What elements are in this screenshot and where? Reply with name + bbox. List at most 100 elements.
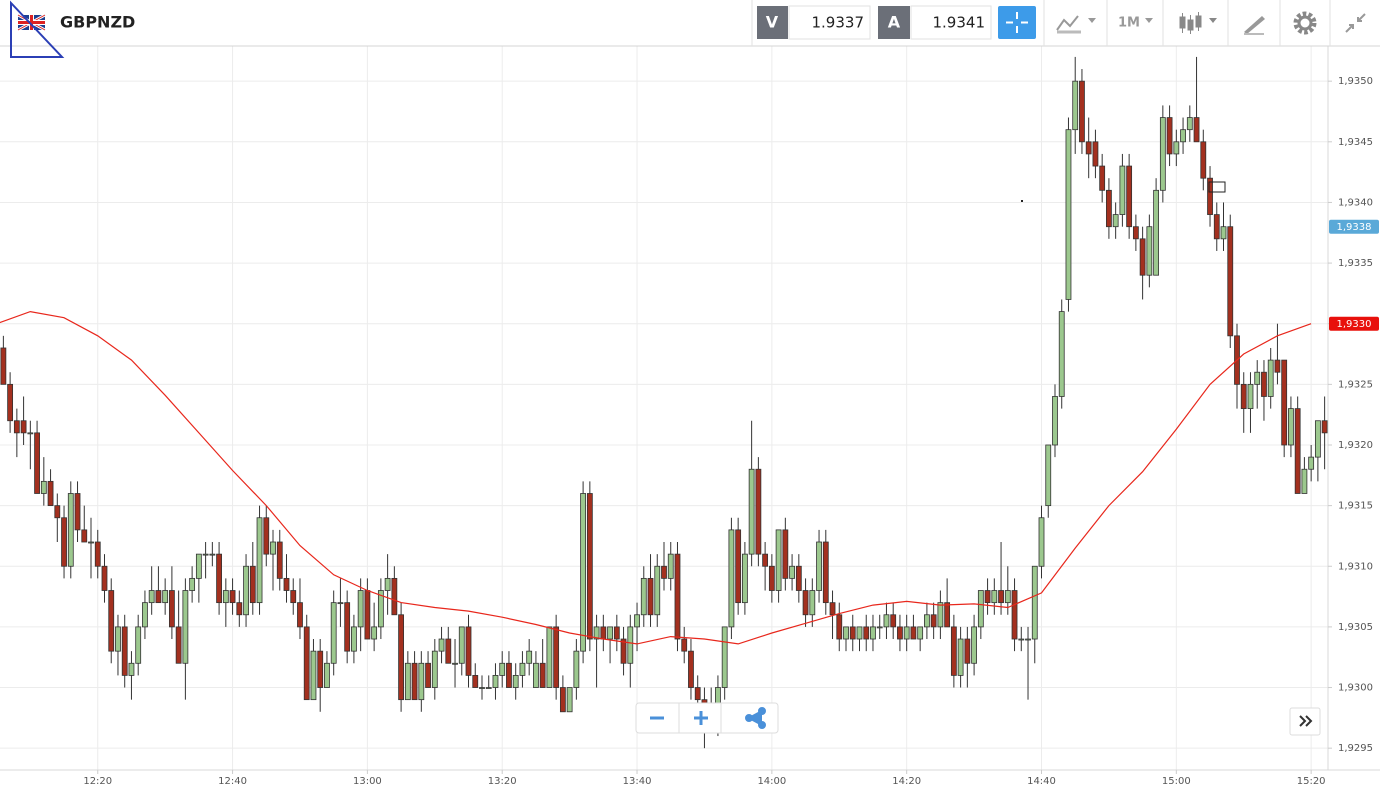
indicator-button[interactable]: [1056, 15, 1096, 34]
candle-body-down: [964, 638, 971, 664]
candle-body-up: [991, 590, 998, 604]
candle-body-up: [202, 553, 209, 556]
candle-body-up: [809, 590, 816, 616]
candle-body-down: [1240, 383, 1247, 410]
candle-body-up: [256, 517, 263, 604]
crosshair-button[interactable]: [998, 6, 1036, 39]
zoom-in-button[interactable]: [694, 711, 708, 725]
candle-body-up: [492, 675, 499, 688]
candle-body-down: [822, 541, 829, 604]
draw-button[interactable]: [1244, 16, 1265, 35]
y-tick-label: 1,9320: [1338, 440, 1373, 451]
candle-body-down: [175, 626, 182, 664]
price-tag: [1329, 219, 1379, 234]
candle-body-up: [789, 565, 795, 579]
candle-body-up: [40, 480, 47, 494]
candle-body-down: [930, 614, 937, 628]
candle-body-down: [681, 638, 688, 652]
x-tick-label: 14:40: [1027, 776, 1056, 787]
candle-body-down: [1200, 141, 1207, 179]
candle-body-down: [398, 614, 404, 701]
flag-icon: [17, 13, 46, 32]
candle-body-up: [593, 626, 600, 640]
candle-body-down: [0, 347, 7, 385]
candle-body-down: [755, 468, 762, 555]
candle-body-down: [168, 590, 175, 628]
candle-body-down: [620, 638, 627, 664]
candle-body-up: [728, 529, 735, 628]
y-tick-label: 1,9350: [1338, 76, 1373, 87]
x-tick-label: 15:20: [1297, 776, 1326, 787]
candle-body-up: [977, 590, 984, 628]
candle-body-down: [391, 577, 398, 616]
candle-body-up: [903, 626, 910, 640]
candle-body-down: [688, 650, 694, 688]
candle-body-down: [445, 638, 452, 664]
buy-price: 1.9341: [933, 14, 986, 32]
candle-body-up: [270, 541, 276, 555]
candle-body-up: [607, 626, 613, 640]
buy-button[interactable]: [878, 6, 910, 39]
candle-body-up: [876, 626, 883, 629]
candle-body-up: [324, 662, 330, 688]
candle-body-down: [910, 626, 917, 640]
candle-body-down: [795, 565, 802, 591]
candle-body-down: [1294, 408, 1301, 494]
plot-area: [0, 56, 1328, 749]
candle-body-up: [135, 626, 142, 664]
chart-type-button[interactable]: [1179, 12, 1217, 34]
candle-body-up: [142, 602, 148, 628]
candle-body-up: [337, 602, 344, 605]
y-tick-label: 1,9335: [1338, 258, 1373, 269]
candle-body-down: [553, 626, 560, 688]
candle-body-down: [559, 687, 566, 713]
candle-body-down: [890, 614, 897, 628]
candle-body-up: [741, 553, 748, 604]
candle-body-down: [768, 565, 775, 591]
candle-body-up: [971, 626, 977, 664]
candle-body-down: [81, 529, 88, 543]
candle-body-up: [1186, 117, 1193, 131]
candle-body-up: [856, 626, 863, 640]
candle-body-down: [1092, 141, 1099, 167]
y-tick-label: 1,9295: [1338, 743, 1373, 754]
candle-body-down: [283, 577, 290, 591]
candle-body-up: [924, 614, 930, 628]
candle-body-up: [566, 687, 573, 713]
candle-body-down: [263, 517, 270, 555]
sell-price-box: [788, 5, 871, 40]
candle-body-down: [303, 626, 310, 701]
y-tick-label: 1,9340: [1338, 197, 1373, 208]
candle-body-up: [195, 553, 202, 579]
y-tick-label: 1,9300: [1338, 683, 1373, 694]
candle-body-down: [613, 626, 620, 640]
candle-body-up: [1018, 638, 1025, 641]
candle-body-up: [377, 590, 384, 628]
candle-body-up: [189, 577, 196, 591]
collapse-button[interactable]: [1345, 13, 1366, 33]
candle-body-up: [458, 626, 465, 664]
candle-body-down: [229, 590, 236, 604]
candle-body-up: [1004, 590, 1011, 604]
candle-body-down: [276, 541, 283, 579]
candle-body-down: [1139, 238, 1146, 276]
candle-body-down: [7, 383, 14, 422]
candle-body-up: [1220, 226, 1227, 240]
settings-button[interactable]: [1293, 11, 1317, 35]
candle-body-down: [950, 626, 957, 676]
share-button[interactable]: [745, 707, 766, 729]
candle-body-up: [479, 687, 485, 689]
candle-body-up: [1119, 165, 1126, 215]
sell-button[interactable]: [757, 6, 788, 39]
moving-average-line: [0, 310, 1312, 645]
candle-body-down: [1079, 80, 1085, 143]
candle-body-down: [13, 420, 20, 434]
interval-button[interactable]: 1M: [1118, 16, 1140, 31]
scroll-right-button[interactable]: [1289, 707, 1321, 736]
candle-body-up: [384, 577, 391, 591]
candle-body-up: [452, 662, 458, 665]
buy-label: A: [888, 13, 901, 32]
candle-body-up: [748, 468, 755, 555]
